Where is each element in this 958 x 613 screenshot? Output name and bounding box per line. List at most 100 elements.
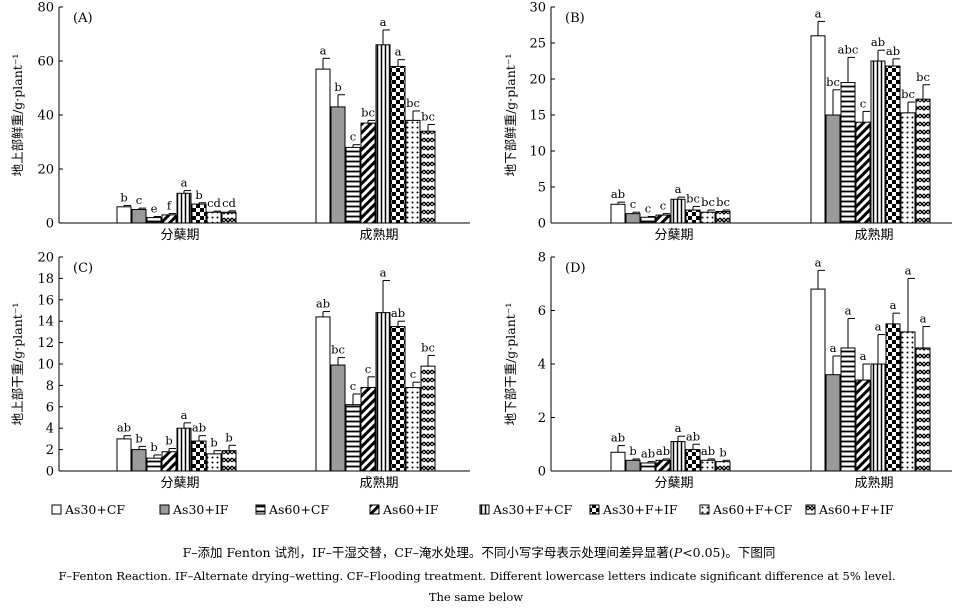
y-tick-label: 20	[529, 73, 546, 88]
significance-letter: a	[830, 341, 837, 355]
bar	[146, 217, 162, 224]
significance-letter: ab	[316, 297, 330, 311]
significance-letter: bc	[331, 343, 345, 357]
bar	[191, 203, 207, 224]
significance-letter: ab	[701, 444, 715, 458]
y-tick-label: 20	[37, 163, 54, 178]
bar	[810, 288, 826, 472]
bar	[390, 65, 406, 224]
significance-letter: c	[136, 193, 142, 207]
caption-en-line1: F–Fenton Reaction. IF–Alternate drying–w…	[58, 569, 895, 583]
y-tick-label: 0	[46, 465, 54, 480]
bar	[420, 365, 436, 472]
bar	[315, 68, 331, 224]
y-tick-label: 5	[538, 181, 546, 196]
significance-letter: ab	[686, 429, 700, 443]
bar	[915, 347, 931, 472]
y-tick-label: 2	[538, 411, 546, 426]
bar	[900, 112, 916, 224]
legend-swatch	[369, 504, 380, 515]
significance-letter: a	[815, 6, 822, 20]
bar	[915, 98, 931, 224]
y-tick-label: 20	[37, 251, 54, 266]
bar	[625, 213, 641, 224]
significance-letter: c	[350, 379, 356, 393]
significance-letter: bc	[701, 195, 715, 209]
panel-label: (B)	[565, 11, 585, 26]
x-category-label: 分蘖期	[160, 476, 199, 491]
y-tick-label: 12	[37, 336, 54, 351]
significance-letter: a	[320, 43, 327, 57]
y-tick-label: 0	[538, 217, 546, 232]
y-tick-label: 4	[538, 358, 546, 373]
legend-swatch	[479, 504, 490, 515]
significance-letter: b	[120, 190, 127, 204]
significance-letter: a	[860, 349, 867, 363]
y-tick-label: 10	[529, 145, 546, 160]
legend-label: As30+F+CF	[492, 502, 573, 517]
significance-letter: bc	[686, 191, 700, 205]
legend-swatch	[51, 504, 62, 515]
bar	[360, 387, 376, 472]
bar	[685, 449, 701, 472]
significance-letter: a	[875, 320, 882, 334]
significance-letter: abc	[838, 42, 859, 56]
significance-letter: bc	[406, 96, 420, 110]
bar	[131, 209, 147, 224]
x-category-label: 分蘖期	[160, 228, 199, 243]
caption-zh-prefix: F–添加 Fenton 试剂，IF–干湿交替，CF–淹水处理。不同小写字母表示处…	[183, 545, 674, 560]
legend-label: As60+IF	[382, 502, 439, 517]
bar	[360, 122, 376, 224]
legend-label: As60+F+IF	[818, 502, 894, 517]
legend-swatch	[699, 504, 710, 515]
bar	[420, 130, 436, 224]
significance-letter: a	[675, 182, 682, 196]
y-tick-label: 80	[37, 1, 54, 16]
bar	[405, 119, 421, 224]
significance-letter: ab	[656, 444, 670, 458]
legend-label: As30+F+IF	[602, 502, 678, 517]
significance-letter: a	[395, 45, 402, 59]
bar	[345, 146, 361, 224]
legend-label: As60+F+CF	[712, 502, 793, 517]
significance-letter: ab	[611, 431, 625, 445]
y-tick-label: 8	[46, 379, 54, 394]
bar	[206, 211, 222, 224]
x-category-label: 成熟期	[854, 227, 893, 243]
significance-letter: a	[181, 408, 188, 422]
bar	[715, 461, 731, 472]
bar	[610, 451, 626, 472]
legend-swatch	[589, 504, 600, 515]
significance-letter: a	[675, 421, 682, 435]
legend-swatch	[805, 504, 816, 515]
bar	[825, 114, 841, 224]
significance-letter: a	[920, 312, 927, 326]
panel-label: (A)	[73, 11, 93, 26]
legend-swatch	[159, 504, 170, 515]
y-tick-label: 16	[37, 293, 54, 308]
caption-zh-p: P	[673, 545, 683, 560]
bar	[640, 462, 656, 472]
bar	[330, 364, 346, 472]
bar	[825, 374, 841, 472]
legend-label: As30+IF	[172, 502, 229, 517]
significance-letter: c	[350, 130, 356, 144]
y-tick-label: 15	[529, 109, 546, 124]
y-tick-label: 2	[46, 443, 54, 458]
bar	[900, 331, 916, 472]
significance-letter: a	[905, 263, 912, 277]
y-tick-label: 40	[37, 109, 54, 124]
bar	[375, 312, 391, 472]
significance-letter: ab	[391, 306, 405, 320]
y-tick-label: 0	[538, 465, 546, 480]
significance-letter: cd	[207, 196, 221, 210]
y-tick-label: 14	[37, 315, 54, 330]
y-axis-label: 地下部鲜重/g·plant⁻¹	[503, 54, 518, 177]
bar	[206, 453, 222, 472]
y-tick-label: 6	[538, 304, 546, 319]
significance-letter: a	[845, 304, 852, 318]
x-category-label: 成熟期	[359, 227, 398, 243]
bar	[315, 316, 331, 472]
significance-letter: ab	[117, 421, 131, 435]
